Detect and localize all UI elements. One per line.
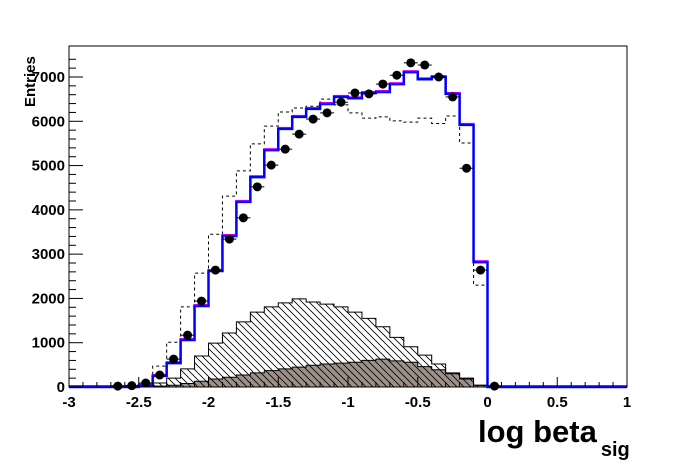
data-point [420, 60, 430, 70]
data-point [476, 265, 486, 275]
data-point [183, 330, 193, 340]
x-axis-label: log betasig [478, 414, 630, 461]
y-tick-label: 1000 [32, 335, 65, 352]
data-point [392, 70, 402, 80]
data-point [448, 92, 458, 102]
x-axis-label-main: log beta [478, 414, 598, 449]
x-tick-label: -2.5 [126, 394, 152, 411]
data-point [224, 234, 234, 244]
y-axis-label: Entries [22, 56, 39, 107]
data-point [350, 88, 360, 98]
total-histogram [69, 70, 627, 389]
x-tick-label: -2 [202, 394, 215, 411]
y-tick-label: 3000 [32, 246, 65, 263]
x-tick-label: -3 [62, 394, 75, 411]
x-tick-label: 0 [483, 394, 491, 411]
data-point [210, 265, 220, 275]
data-point [113, 381, 123, 391]
data-point [141, 378, 151, 388]
y-tick-label: 7000 [32, 69, 65, 86]
data-point [280, 144, 290, 154]
x-axis-label-subscript: sig [601, 439, 630, 461]
data-point [364, 89, 374, 99]
data-point [378, 79, 388, 89]
axes: -3 -2.5 -2 -1.5 -1 -0.5 0 0.5 1 0 1000 2000 3000 4000… [32, 58, 631, 411]
x-tick-label: 0.5 [547, 394, 568, 411]
y-tick-label: 5000 [32, 158, 65, 175]
data-point [169, 354, 179, 364]
data-point [127, 381, 137, 391]
data-point [336, 97, 346, 107]
x-tick-label: 1 [623, 394, 631, 411]
data-point [155, 370, 165, 380]
x-tick-label: -1.5 [265, 394, 291, 411]
y-tick-label: 2000 [32, 290, 65, 307]
data-point [238, 213, 248, 223]
data-point [252, 182, 262, 192]
data-point [308, 114, 318, 124]
y-tick-label: 4000 [32, 202, 65, 219]
y-tick-label: 0 [57, 379, 65, 396]
data-point [406, 58, 416, 68]
data-point [197, 296, 207, 306]
data-point [489, 381, 499, 391]
data-point [294, 129, 304, 139]
x-tick-label: -0.5 [405, 394, 431, 411]
data-point [434, 72, 444, 82]
x-tick-label: -1 [341, 394, 354, 411]
y-tick-label: 6000 [32, 113, 65, 130]
data-point [322, 108, 332, 118]
data-point [462, 163, 472, 173]
data-point [266, 160, 276, 170]
